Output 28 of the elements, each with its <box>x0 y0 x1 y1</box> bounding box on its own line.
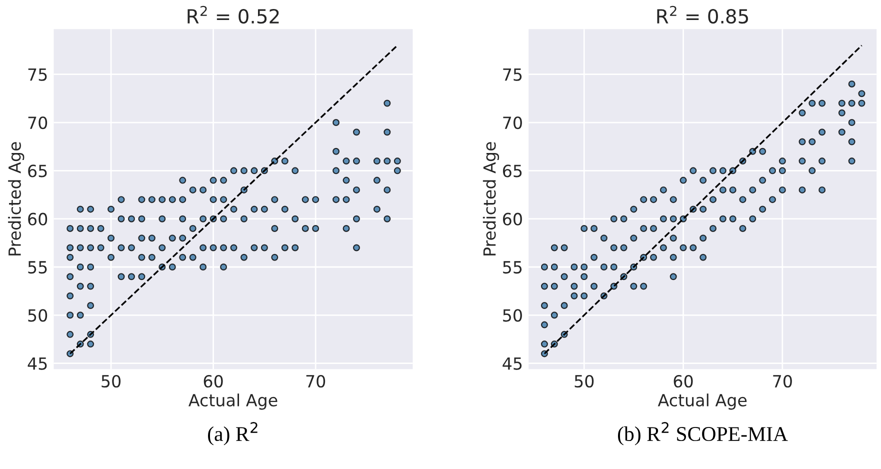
y-tick-label: 65 <box>503 164 522 178</box>
x-tick-label: 60 <box>674 374 693 388</box>
y-tick-label: 60 <box>28 212 48 226</box>
x-axis-title: Actual Age <box>188 394 278 410</box>
x-tick-label: 50 <box>102 374 121 388</box>
y-tick-label: 75 <box>28 68 47 81</box>
y-tick-label: 70 <box>28 116 48 130</box>
y-tick-label: 45 <box>28 358 47 370</box>
chart-title: R$^{2}$ = 0.85 <box>657 6 748 24</box>
y-tick-label: 45 <box>502 358 522 370</box>
y-tick-label: 65 <box>28 164 47 178</box>
y-tick-label: 55 <box>28 261 47 274</box>
x-tick-label: 70 <box>306 374 326 388</box>
x-axis-title: Actual Age <box>658 394 747 410</box>
y-tick-label: 50 <box>28 309 48 322</box>
y-tick-label: 60 <box>503 212 522 226</box>
y-tick-label: 70 <box>503 116 522 130</box>
x-tick-label: 70 <box>773 374 792 388</box>
y-tick-label: 50 <box>503 309 522 322</box>
x-tick-label: 60 <box>204 374 223 388</box>
text: (a) R$^{2}$ <box>208 422 258 446</box>
y-tick-label: 75 <box>503 68 522 81</box>
x-tick-label: 50 <box>574 374 594 388</box>
y-tick-label: 55 <box>503 261 522 274</box>
text: (b) R$^{2}$ SCOPE-MIA <box>618 422 788 446</box>
y-axis-title: Predicted Age <box>482 142 500 256</box>
chart-title: R$^{2}$ = 0.52 <box>188 6 279 24</box>
y-axis-title: Predicted Age <box>8 142 24 256</box>
